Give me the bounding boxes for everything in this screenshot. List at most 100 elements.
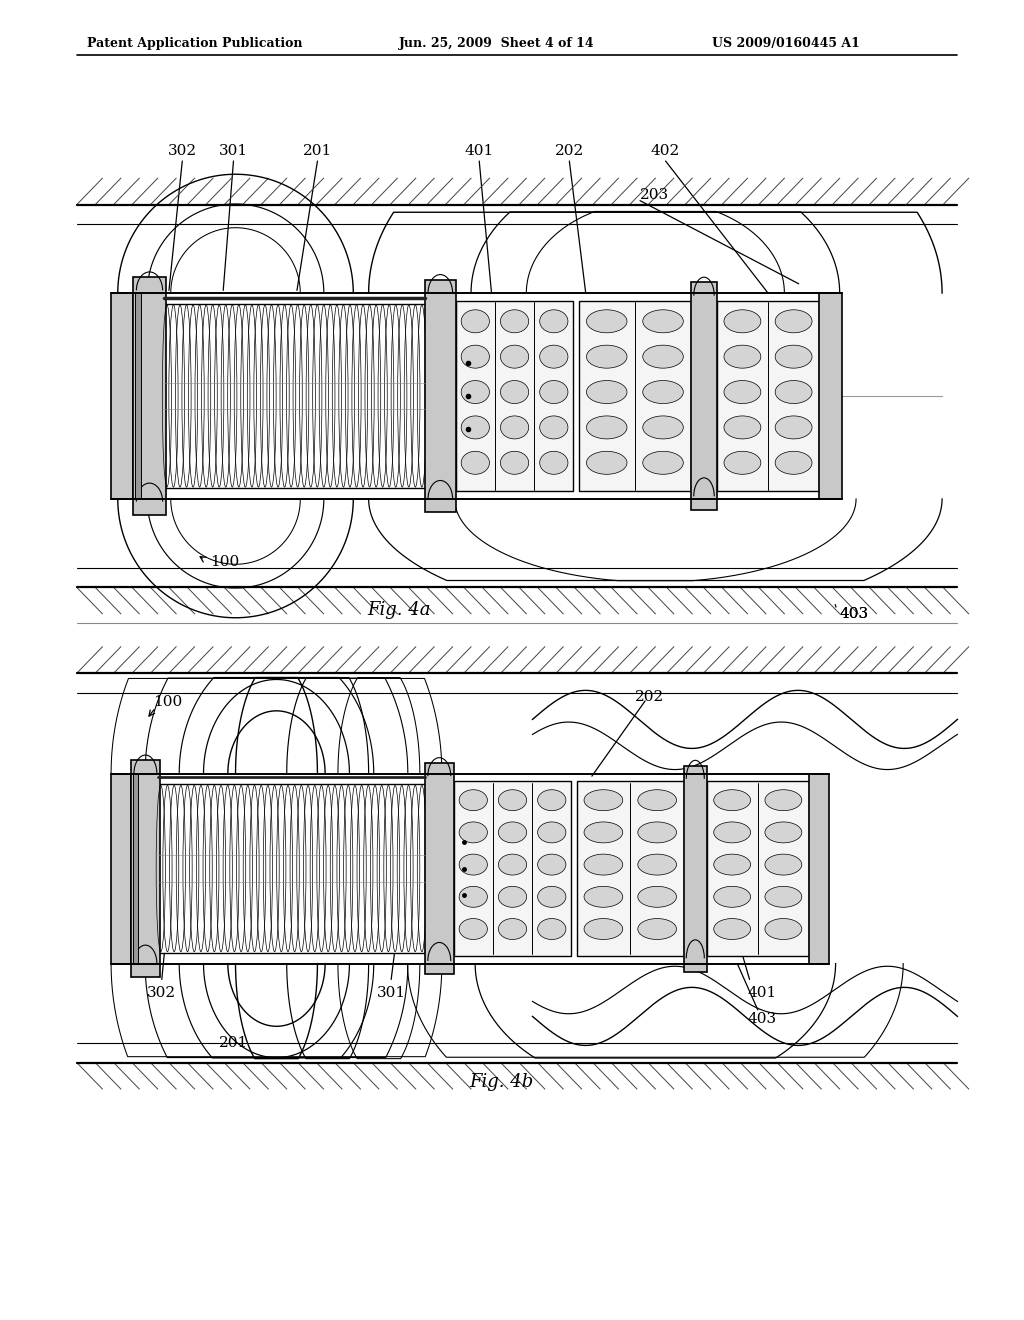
- Ellipse shape: [540, 380, 568, 404]
- Ellipse shape: [765, 789, 802, 810]
- Ellipse shape: [540, 416, 568, 440]
- Ellipse shape: [714, 822, 751, 843]
- Ellipse shape: [501, 416, 528, 440]
- Text: Fig. 4b: Fig. 4b: [470, 1073, 534, 1092]
- Ellipse shape: [584, 822, 623, 843]
- Ellipse shape: [459, 854, 487, 875]
- Ellipse shape: [643, 380, 683, 404]
- Text: 203: 203: [640, 189, 669, 202]
- Ellipse shape: [584, 886, 623, 907]
- Ellipse shape: [775, 451, 812, 474]
- Ellipse shape: [714, 854, 751, 875]
- Ellipse shape: [643, 416, 683, 440]
- Bar: [717, 301, 819, 491]
- Bar: [456, 301, 573, 491]
- Text: 100: 100: [210, 556, 240, 569]
- Ellipse shape: [724, 345, 761, 368]
- Ellipse shape: [540, 451, 568, 474]
- Ellipse shape: [643, 310, 683, 333]
- Text: Patent Application Publication: Patent Application Publication: [87, 37, 302, 50]
- Ellipse shape: [461, 310, 489, 333]
- Ellipse shape: [499, 919, 526, 940]
- Bar: [425, 280, 456, 512]
- Ellipse shape: [584, 789, 623, 810]
- Ellipse shape: [724, 451, 761, 474]
- Ellipse shape: [587, 451, 627, 474]
- Text: 302: 302: [147, 986, 176, 999]
- Bar: [135, 293, 141, 499]
- Ellipse shape: [459, 919, 487, 940]
- Ellipse shape: [584, 919, 623, 940]
- Text: 402: 402: [651, 144, 680, 158]
- Text: 401: 401: [748, 986, 777, 999]
- Ellipse shape: [459, 822, 487, 843]
- Text: 100: 100: [154, 696, 183, 709]
- Ellipse shape: [638, 822, 677, 843]
- Bar: [707, 781, 809, 956]
- Text: 401: 401: [465, 144, 494, 158]
- Text: Jun. 25, 2009  Sheet 4 of 14: Jun. 25, 2009 Sheet 4 of 14: [399, 37, 595, 50]
- Ellipse shape: [584, 854, 623, 875]
- Bar: [164, 304, 425, 488]
- Ellipse shape: [765, 886, 802, 907]
- Ellipse shape: [499, 854, 526, 875]
- Bar: [809, 774, 829, 964]
- Ellipse shape: [724, 416, 761, 440]
- Ellipse shape: [538, 886, 566, 907]
- Bar: [577, 781, 684, 956]
- Ellipse shape: [587, 416, 627, 440]
- Ellipse shape: [714, 886, 751, 907]
- Bar: [425, 763, 454, 974]
- Ellipse shape: [459, 789, 487, 810]
- Ellipse shape: [714, 919, 751, 940]
- Ellipse shape: [765, 854, 802, 875]
- Ellipse shape: [461, 380, 489, 404]
- Ellipse shape: [775, 345, 812, 368]
- Text: 302: 302: [168, 144, 197, 158]
- Bar: [133, 774, 137, 964]
- Ellipse shape: [499, 886, 526, 907]
- Ellipse shape: [724, 310, 761, 333]
- Bar: [579, 301, 691, 491]
- Ellipse shape: [501, 310, 528, 333]
- Ellipse shape: [775, 310, 812, 333]
- Ellipse shape: [643, 345, 683, 368]
- Ellipse shape: [461, 451, 489, 474]
- Bar: [111, 293, 133, 499]
- Text: 202: 202: [555, 144, 584, 158]
- Ellipse shape: [724, 380, 761, 404]
- Ellipse shape: [538, 919, 566, 940]
- Text: 403: 403: [840, 607, 868, 620]
- Bar: [819, 293, 842, 499]
- Ellipse shape: [643, 451, 683, 474]
- Text: Fig. 4a: Fig. 4a: [368, 601, 431, 619]
- Text: 301: 301: [377, 986, 406, 999]
- Ellipse shape: [461, 345, 489, 368]
- Ellipse shape: [775, 380, 812, 404]
- Ellipse shape: [638, 854, 677, 875]
- Ellipse shape: [587, 345, 627, 368]
- Ellipse shape: [587, 380, 627, 404]
- Bar: [691, 282, 717, 510]
- Ellipse shape: [765, 822, 802, 843]
- Ellipse shape: [538, 822, 566, 843]
- Ellipse shape: [775, 416, 812, 440]
- Ellipse shape: [540, 345, 568, 368]
- Ellipse shape: [459, 886, 487, 907]
- Ellipse shape: [638, 789, 677, 810]
- Ellipse shape: [501, 451, 528, 474]
- Ellipse shape: [501, 380, 528, 404]
- Bar: [131, 760, 160, 977]
- Bar: [684, 766, 707, 972]
- Ellipse shape: [765, 919, 802, 940]
- Text: 403: 403: [840, 607, 868, 620]
- Ellipse shape: [714, 789, 751, 810]
- Bar: [454, 781, 571, 956]
- Ellipse shape: [538, 854, 566, 875]
- Text: 201: 201: [219, 1036, 248, 1049]
- Ellipse shape: [538, 789, 566, 810]
- Ellipse shape: [587, 310, 627, 333]
- Text: 301: 301: [219, 144, 248, 158]
- Ellipse shape: [638, 886, 677, 907]
- Text: 201: 201: [303, 144, 332, 158]
